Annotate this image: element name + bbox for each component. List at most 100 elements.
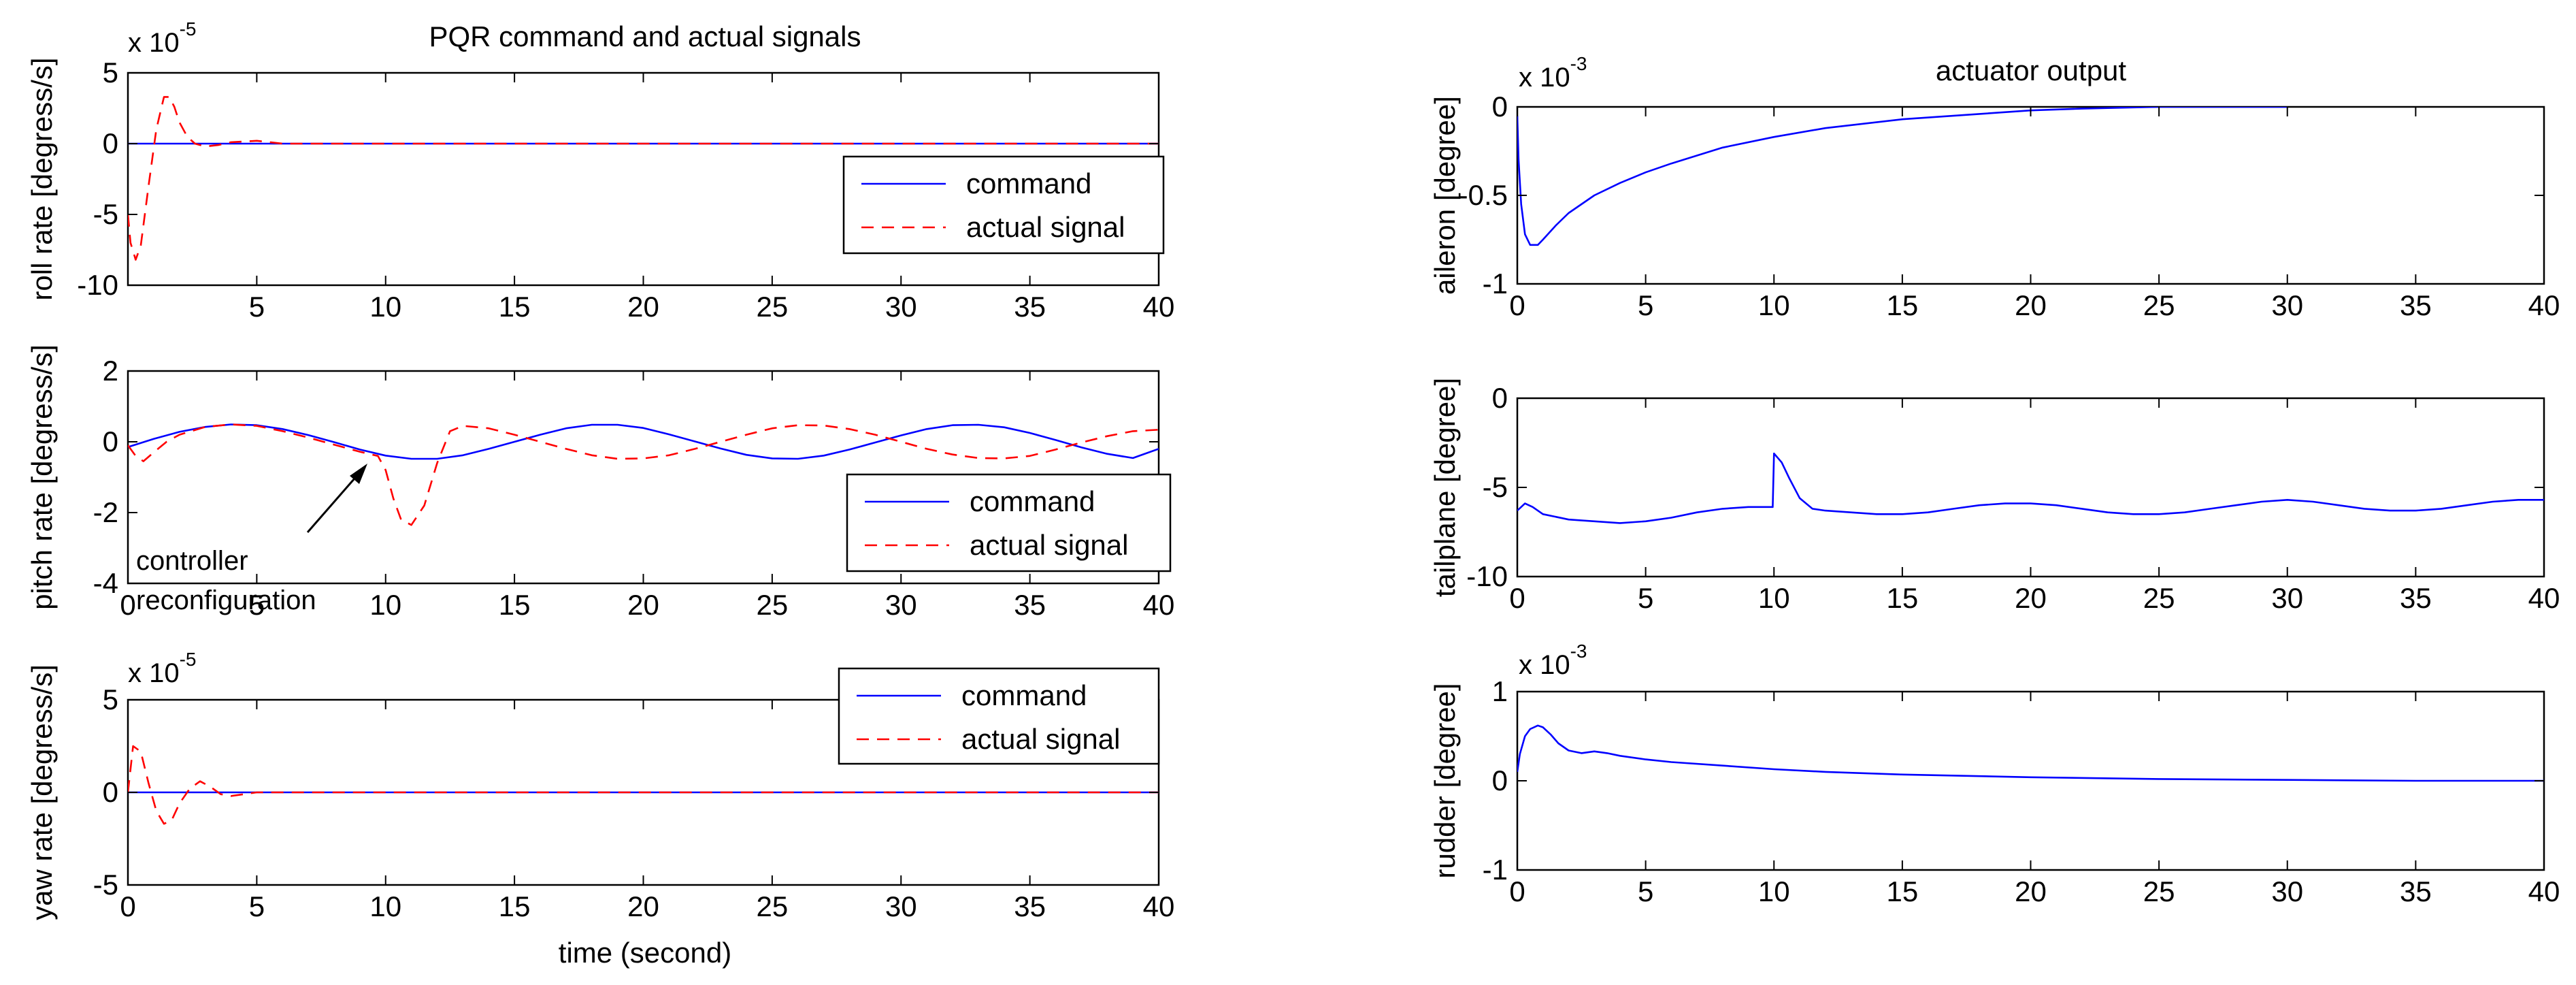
aileron-ytick-label: -0.5 (1459, 179, 1508, 211)
rudder-xtick-label: 10 (1758, 875, 1790, 907)
pitch-series-actual-signal (128, 423, 1159, 526)
rudder-ytick-label: -1 (1483, 854, 1508, 886)
roll-xtick-label: 40 (1143, 291, 1175, 323)
aileron-plot-area (1517, 107, 2288, 246)
rudder-xtick-label: 0 (1509, 875, 1525, 907)
reconfiguration-annotation: controller reconfiguration (136, 464, 367, 615)
yaw-xtick-label: 10 (369, 890, 401, 922)
yaw-xtick-label: 0 (120, 890, 135, 922)
rudder-ytick-label: 0 (1492, 764, 1508, 796)
left-figure-title: PQR command and actual signals (429, 20, 861, 52)
roll-xtick-label: 25 (757, 291, 789, 323)
tailplane-xtick-label: 15 (1887, 582, 1919, 614)
tailplane-xtick-label: 40 (2528, 582, 2560, 614)
roll-xtick-label: 15 (499, 291, 531, 323)
roll-xtick-label: 30 (885, 291, 917, 323)
rudder-xtick-label: 40 (2528, 875, 2560, 907)
aileron-xtick-label: 15 (1887, 289, 1919, 321)
pitch-legend-label: actual signal (970, 529, 1128, 561)
axes-roll-rate: 5 10 15 20 25 30 35 40 5 0 -5 -10 roll rate [degress… (26, 18, 1174, 323)
tailplane-xtick-label: 5 (1638, 582, 1653, 614)
pitch-ytick-label: 2 (103, 355, 118, 387)
roll-ytick-label: 5 (103, 56, 118, 88)
pitch-xtick-label: 35 (1014, 589, 1046, 621)
yaw-xtick-label: 40 (1143, 890, 1175, 922)
roll-legend: command actual signal (842, 155, 1165, 255)
yaw-xtick-label: 20 (627, 890, 659, 922)
tailplane-xtick-label: 0 (1509, 582, 1525, 614)
pitch-series-command (128, 423, 1159, 460)
tailplane-ytick-label: -5 (1483, 471, 1508, 503)
aileron-ylabel: aileron [degree] (1429, 96, 1461, 295)
aileron-xtick-label: 0 (1509, 289, 1525, 321)
yaw-series-actual-signal (128, 745, 1159, 825)
yaw-plot-area (128, 745, 1159, 825)
roll-xtick-label: 35 (1014, 291, 1046, 323)
left-xlabel: time (second) (559, 937, 731, 969)
aileron-xtick-label: 20 (2015, 289, 2047, 321)
rudder-xtick-label: 5 (1638, 875, 1653, 907)
tailplane-ylabel: tailplane [degree] (1429, 378, 1461, 597)
yaw-ytick-label: -5 (93, 869, 118, 901)
pitch-plot-area (128, 423, 1159, 526)
aileron-xtick-label: 5 (1638, 289, 1653, 321)
roll-plot-area (128, 96, 1159, 261)
aileron-xtick-label: 30 (2271, 289, 2303, 321)
aileron-exponent-power: -3 (1570, 53, 1587, 74)
pitch-xtick-label: 10 (369, 589, 401, 621)
tailplane-xtick-label: 25 (2143, 582, 2175, 614)
tailplane-series-tailplane (1517, 452, 2544, 524)
yaw-ylabel: yaw rate [degress/s] (26, 664, 58, 920)
yaw-ytick-label: 0 (103, 776, 118, 808)
tailplane-plot-area (1517, 452, 2544, 524)
yaw-ytick-label: 5 (103, 683, 118, 715)
yaw-exponent-power: -5 (180, 649, 197, 670)
pitch-ylabel: pitch rate [degress/s] (26, 344, 58, 610)
roll-xtick-label: 20 (627, 291, 659, 323)
yaw-legend: command actual signal (838, 667, 1160, 765)
roll-ytick-label: 0 (103, 127, 118, 159)
aileron-xtick-label: 35 (2400, 289, 2432, 321)
tailplane-ytick-label: 0 (1492, 382, 1508, 414)
yaw-xtick-label: 15 (499, 890, 531, 922)
pitch-xtick-label: 20 (627, 589, 659, 621)
annotation-line-1: controller (136, 546, 248, 576)
aileron-xtick-label: 40 (2528, 289, 2560, 321)
tailplane-xtick-label: 10 (1758, 582, 1790, 614)
pitch-ytick-label: -4 (93, 567, 118, 599)
yaw-xtick-label: 30 (885, 890, 917, 922)
tailplane-xtick-label: 35 (2400, 582, 2432, 614)
arrow-head-icon (350, 464, 367, 484)
tailplane-axes-box (1516, 397, 2545, 578)
roll-legend-label: command (966, 167, 1091, 199)
tailplane-xtick-label: 20 (2015, 582, 2047, 614)
pitch-xtick-label: 5 (249, 589, 265, 621)
roll-ytick-label: -5 (93, 198, 118, 230)
pitch-xtick-label: 15 (499, 589, 531, 621)
pitch-xtick-label: 0 (120, 589, 135, 621)
pitch-legend-label: command (970, 485, 1095, 517)
rudder-ytick-label: 1 (1492, 675, 1508, 707)
rudder-ylabel: rudder [degree] (1429, 683, 1461, 878)
yaw-xtick-label: 5 (249, 890, 265, 922)
rudder-series-rudder (1517, 724, 2544, 782)
rudder-xtick-label: 30 (2271, 875, 2303, 907)
annotation-line-2: reconfiguration (136, 585, 316, 615)
pitch-ytick-label: 0 (103, 425, 118, 457)
aileron-ytick-label: 0 (1492, 91, 1508, 123)
yaw-legend-box (838, 667, 1160, 765)
aileron-ytick-label: -1 (1483, 268, 1508, 300)
annotation-arrow-line (306, 472, 361, 533)
rudder-xtick-label: 35 (2400, 875, 2432, 907)
rudder-exponent-power: -3 (1570, 641, 1587, 662)
yaw-legend-label: actual signal (961, 723, 1120, 755)
roll-legend-label: actual signal (966, 211, 1125, 243)
roll-xtick-label: 5 (249, 291, 265, 323)
rudder-xtick-label: 15 (1887, 875, 1919, 907)
tailplane-ytick-label: -10 (1466, 560, 1508, 592)
